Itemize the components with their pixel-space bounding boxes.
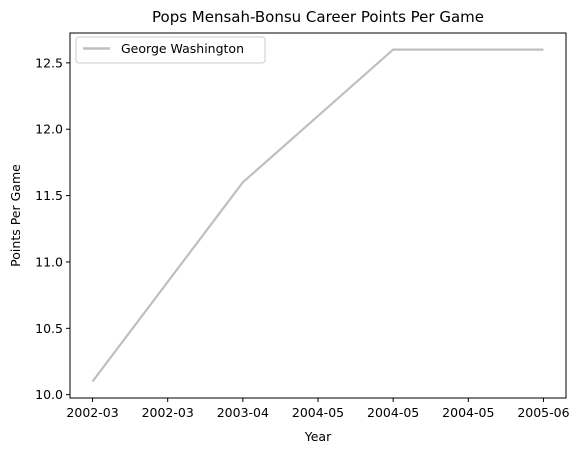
- legend-box: [75, 36, 266, 64]
- plot-frame: [69, 32, 567, 399]
- x-tick-label: 2004-05: [292, 405, 344, 420]
- y-axis-label: Points Per Game: [8, 164, 23, 267]
- x-axis-label: Year: [304, 429, 332, 444]
- y-tick-label: 11.5: [35, 188, 63, 203]
- series-line-george-washington: [91, 48, 544, 383]
- x-tick-label: 2002-03: [142, 405, 194, 420]
- y-tick-label: 10.5: [35, 321, 63, 336]
- x-tick-label: 2004-05: [442, 405, 494, 420]
- x-tick-label: 2002-03: [66, 405, 118, 420]
- y-tick-label: 12.0: [35, 122, 63, 137]
- legend: George Washington: [75, 36, 266, 64]
- y-tick-label: 11.0: [35, 254, 63, 269]
- x-tick-label: 2005-06: [517, 405, 569, 420]
- legend-label-george-washington: George Washington: [121, 41, 244, 56]
- y-tick-label: 12.5: [35, 55, 63, 70]
- y-tick-label: 10.0: [35, 387, 63, 402]
- x-tick-label: 2004-05: [367, 405, 419, 420]
- x-tick-label: 2003-04: [217, 405, 269, 420]
- chart-title: Pops Mensah-Bonsu Career Points Per Game: [152, 8, 484, 26]
